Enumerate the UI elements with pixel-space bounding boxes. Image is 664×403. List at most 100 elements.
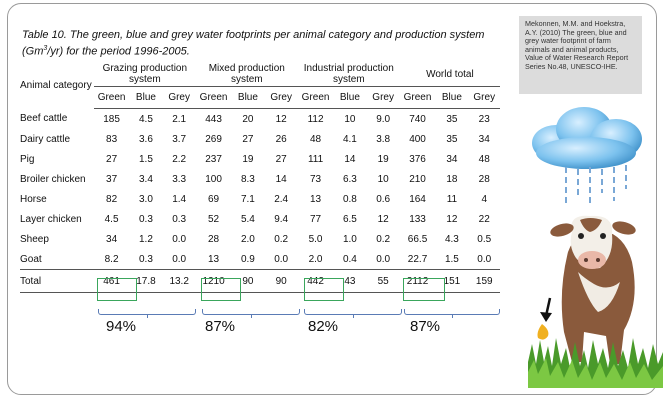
table-cell: 10	[344, 113, 356, 125]
table-cell: 0.2	[274, 233, 289, 245]
table-cell: 13	[309, 193, 322, 205]
row-label: Pig	[20, 153, 35, 165]
table-cell: 164	[409, 193, 426, 205]
table-cell: 9.0	[376, 113, 391, 125]
table-cell: 3.7	[172, 133, 187, 145]
table-cell: 3.6	[138, 133, 153, 145]
table-cell: 0.9	[240, 253, 255, 265]
table-cell: 82	[106, 193, 118, 205]
group-header-grazing: Grazing production system	[93, 62, 196, 87]
table-cell: 185	[103, 113, 120, 125]
table-cell: 400	[409, 133, 426, 145]
table-cell: 0.6	[376, 193, 391, 205]
sub-header-green: Green	[195, 86, 232, 109]
sub-header-green: Green	[93, 86, 130, 109]
table-cell: 34	[446, 153, 458, 165]
percent-mixed: 87%	[205, 318, 236, 335]
table-cell: 4.5	[104, 213, 119, 225]
table-cell: 37	[106, 173, 118, 185]
table-cell: 26	[275, 133, 287, 145]
table-cell: 0.0	[477, 253, 492, 265]
total-cell: 55	[366, 269, 400, 293]
sub-header-green: Green	[297, 86, 334, 109]
table-cell: 740	[409, 113, 426, 125]
table-cell: 12	[377, 213, 389, 225]
table-cell: 0.0	[172, 233, 187, 245]
table-cell: 237	[205, 153, 222, 165]
table-cell: 0.3	[172, 213, 187, 225]
row-label: Layer chicken	[20, 213, 82, 225]
table-cell: 12	[275, 113, 287, 125]
total-label: Total	[20, 269, 94, 293]
table-cell: 2.1	[172, 113, 187, 125]
table-cell: 4.1	[342, 133, 357, 145]
table-cell: 3.8	[376, 133, 391, 145]
table-row: Horse 82 3.0 1.4 69 7.1 2.4 13 0.8 0.6 164 11 4	[20, 189, 500, 209]
table-row: Goat 8.2 0.3 0.0 13 0.9 0.0 2.0 0.4 0.0 22.7 1.5 0.0	[20, 249, 500, 270]
table-cell: 0.0	[172, 253, 187, 265]
sub-header-grey: Grey	[468, 86, 500, 109]
table-cell: 2.2	[172, 153, 187, 165]
table-caption: Table 10. The green, blue and grey water…	[22, 29, 485, 58]
table-cell: 0.4	[342, 253, 357, 265]
table-cell: 77	[309, 213, 322, 225]
table-cell: 210	[409, 173, 426, 185]
table-cell: 22	[478, 213, 490, 225]
table-cell: 48	[309, 133, 322, 145]
table-cell: 19	[377, 153, 389, 165]
table-cell: 0.5	[477, 233, 492, 245]
total-cell: 442	[297, 269, 334, 293]
table-cell: 2.4	[274, 193, 289, 205]
table-cell: 19	[242, 153, 254, 165]
table-cell: 9.4	[274, 213, 289, 225]
total-cell: 159	[468, 269, 500, 293]
table-cell: 69	[208, 193, 220, 205]
total-row: Total 461 17.8 13.2 1210 90 90 442 43 55 2112 151 15…	[20, 269, 500, 293]
table-cell: 3.3	[172, 173, 187, 185]
brace-world	[404, 309, 500, 318]
row-label: Horse	[20, 193, 47, 205]
table-cell: 0.3	[138, 213, 153, 225]
table-cell: 34	[106, 233, 118, 245]
table-cell: 6.5	[342, 213, 357, 225]
percent-grazing: 94%	[106, 318, 137, 335]
total-cell: 461	[93, 269, 130, 293]
table-cell: 111	[307, 153, 324, 165]
table-cell: 0.0	[376, 253, 391, 265]
table-cell: 8.2	[104, 253, 119, 265]
table-cell: 27	[275, 153, 287, 165]
table-cell: 3.0	[138, 193, 153, 205]
group-header-mixed: Mixed production system	[195, 62, 298, 87]
table-cell: 10	[377, 173, 389, 185]
table-row: Sheep 34 1.2 0.0 28 2.0 0.2 5.0 1.0 0.2 66.5 4.3 0.5	[20, 229, 500, 249]
table-row: Pig 27 1.5 2.2 237 19 27 111 14 19 376 34 48	[20, 149, 500, 169]
table-cell: 27	[242, 133, 254, 145]
table-cell: 1.0	[342, 233, 357, 245]
table-cell: 6.3	[342, 173, 357, 185]
table-cell: 376	[409, 153, 426, 165]
table-cell: 14	[344, 153, 356, 165]
table-cell: 5.4	[240, 213, 255, 225]
total-cell: 13.2	[162, 269, 196, 293]
table-cell: 66.5	[407, 233, 428, 245]
brace-mixed	[202, 309, 300, 318]
table-cell: 18	[446, 173, 458, 185]
water-footprint-table: Animal category Grazing production syste…	[20, 62, 500, 293]
table-cell: 11	[446, 193, 458, 205]
table-cell: 5.0	[308, 233, 323, 245]
table-cell: 12	[446, 213, 458, 225]
sub-header-grey: Grey	[366, 86, 400, 109]
reference-note: Mekonnen, M.M. and Hoekstra, A.Y. (2010)…	[519, 16, 642, 94]
group-header-industrial: Industrial production system	[297, 62, 400, 87]
category-header: Animal category	[20, 79, 92, 91]
row-label: Dairy cattle	[20, 133, 71, 145]
table-cell: 269	[205, 133, 222, 145]
table-cell: 2.0	[240, 233, 255, 245]
total-cell: 17.8	[129, 269, 163, 293]
total-cell: 151	[435, 269, 469, 293]
sub-header-blue: Blue	[129, 86, 163, 109]
percent-industrial: 82%	[308, 318, 339, 335]
total-cell: 90	[264, 269, 298, 293]
table-cell: 27	[106, 153, 118, 165]
table-cell: 133	[409, 213, 426, 225]
